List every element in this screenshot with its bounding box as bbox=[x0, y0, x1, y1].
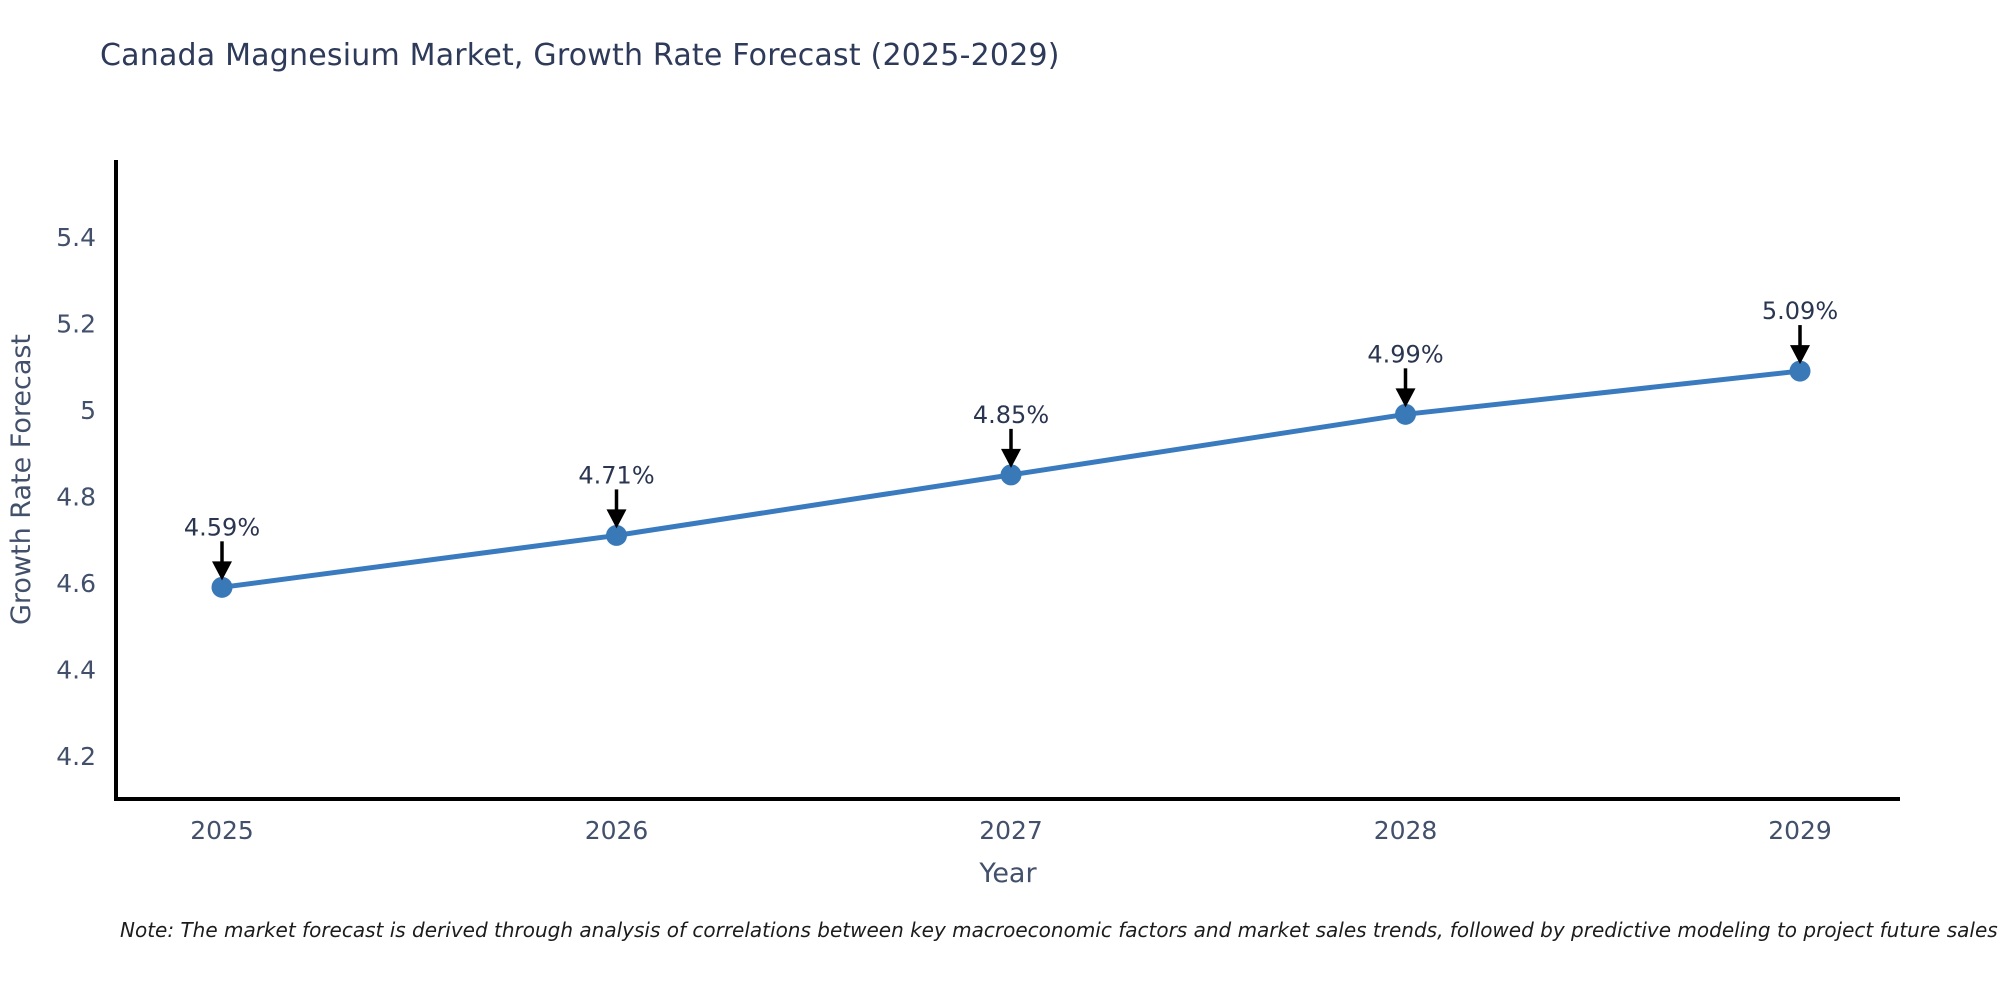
annotation-arrow-head bbox=[1001, 448, 1021, 468]
footnote: Note: The market forecast is derived thr… bbox=[120, 918, 1998, 942]
data-point-label: 4.59% bbox=[184, 513, 260, 541]
x-tick-label: 2026 bbox=[585, 816, 649, 845]
x-tick-label: 2029 bbox=[1768, 816, 1832, 845]
data-point-marker bbox=[1789, 360, 1811, 382]
annotation-arrow-head bbox=[1395, 388, 1416, 408]
x-tick-label: 2027 bbox=[979, 816, 1043, 845]
x-tick-label: 2028 bbox=[1374, 816, 1438, 845]
data-point-marker bbox=[606, 524, 627, 546]
chart-title: Canada Magnesium Market, Growth Rate For… bbox=[100, 38, 1060, 73]
y-tick-label: 4.8 bbox=[56, 483, 96, 512]
y-tick-label: 4.6 bbox=[56, 569, 96, 598]
x-axis-title: Year bbox=[978, 858, 1037, 889]
y-axis-title: Growth Rate Forecast bbox=[6, 334, 37, 625]
y-tick-label: 4.2 bbox=[56, 742, 96, 771]
y-tick-label: 4.4 bbox=[56, 656, 96, 685]
data-point-marker bbox=[1395, 403, 1416, 425]
data-point-label: 4.85% bbox=[973, 401, 1049, 429]
annotation-arrow-head bbox=[212, 561, 232, 581]
y-tick-label: 5.2 bbox=[56, 310, 96, 339]
data-point-label: 5.09% bbox=[1762, 297, 1838, 325]
data-point-label: 4.99% bbox=[1367, 340, 1443, 368]
data-point-marker bbox=[1000, 464, 1022, 486]
annotation-arrow-head bbox=[606, 509, 627, 529]
y-tick-label: 5 bbox=[80, 396, 96, 425]
data-point-marker bbox=[211, 576, 233, 598]
y-tick-label: 5.4 bbox=[56, 223, 96, 252]
data-point-label: 4.71% bbox=[578, 461, 654, 489]
annotation-arrow-head bbox=[1790, 345, 1810, 365]
x-tick-label: 2025 bbox=[190, 816, 254, 845]
